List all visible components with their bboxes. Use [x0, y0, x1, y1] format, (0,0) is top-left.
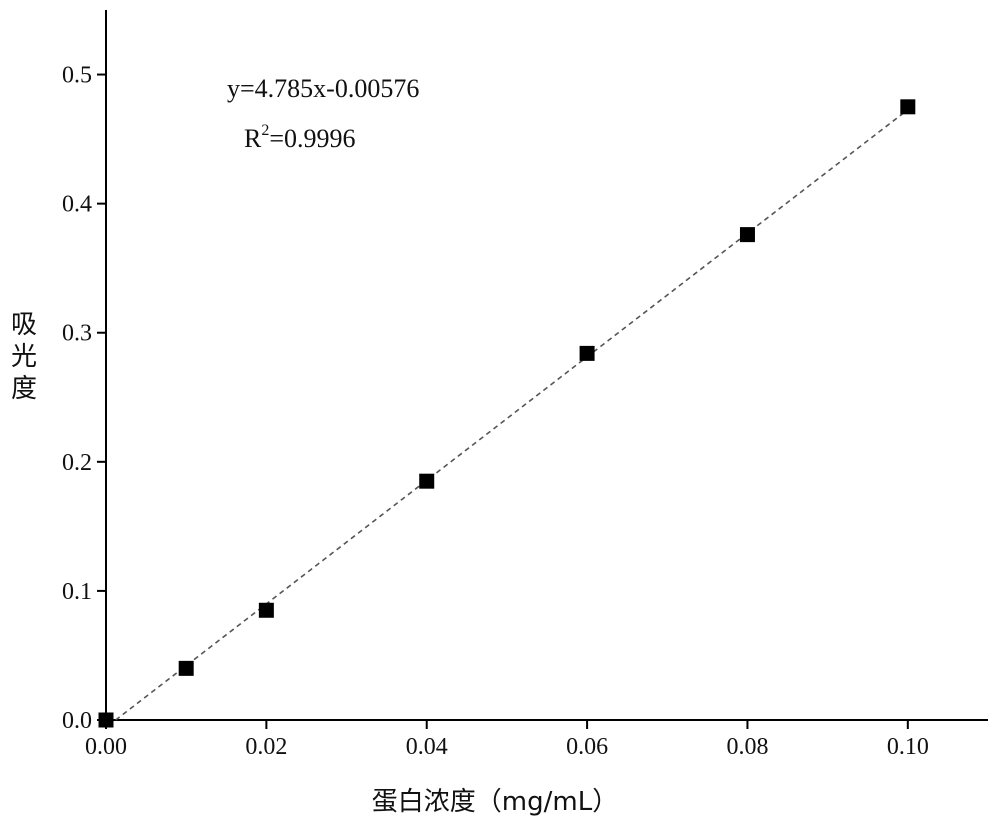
y-tick-label: 0.3 — [62, 321, 92, 347]
data-point-square — [178, 660, 194, 676]
y-axis-title: 吸光度 — [11, 310, 37, 404]
y-tick-label: 0.1 — [62, 579, 92, 605]
y-axis-title-char: 吸 — [11, 310, 37, 340]
y-tick-label: 0.5 — [62, 63, 92, 89]
data-point-square — [419, 473, 435, 489]
x-tick-label: 0.04 — [406, 734, 448, 760]
x-tick-label: 0.00 — [85, 734, 127, 760]
data-point-square — [98, 712, 114, 728]
trendline — [115, 109, 909, 721]
equation-annotation: y=4.785x-0.00576 — [227, 74, 419, 103]
x-tick-label: 0.06 — [566, 734, 608, 760]
x-tick-label: 0.10 — [887, 734, 929, 760]
axis-ticks: 0.0 0.1 0.2 0.3 0.4 0.5 0.00 0.02 0.04 0.06 0.08 0.… — [62, 63, 929, 760]
y-axis-title-char: 度 — [11, 374, 37, 404]
r-squared-value: =0.9996 — [269, 124, 355, 153]
r-squared-annotation: R2=0.9996 — [244, 122, 356, 153]
axes — [105, 10, 988, 721]
y-tick-label: 0.4 — [62, 192, 92, 218]
data-point-square — [900, 99, 916, 115]
y-tick-label: 0.0 — [62, 708, 92, 734]
r-squared-superscript: 2 — [261, 122, 269, 139]
data-point-square — [579, 345, 595, 361]
x-tick-label: 0.08 — [726, 734, 768, 760]
x-tick-label: 0.02 — [245, 734, 287, 760]
trendline-group — [115, 109, 909, 721]
x-axis-title: 蛋白浓度（mg/mL） — [372, 787, 618, 817]
r-squared-prefix: R — [244, 124, 262, 153]
data-point-square — [739, 227, 755, 243]
data-points — [98, 99, 916, 728]
y-tick-label: 0.2 — [62, 450, 92, 476]
data-point-square — [258, 602, 274, 618]
y-axis-title-char: 光 — [11, 342, 37, 372]
